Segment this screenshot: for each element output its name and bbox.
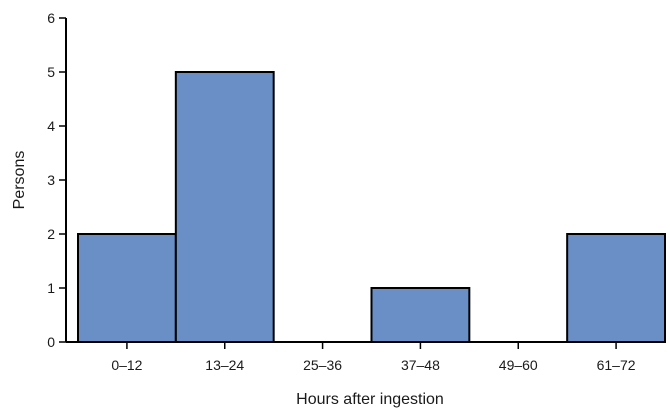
y-axis-ticks: 0 1 2 3 4 5 6 xyxy=(47,10,66,350)
y-tick-label: 3 xyxy=(47,172,55,188)
bar-0–12 xyxy=(77,233,177,343)
x-tick-label: 61–72 xyxy=(597,357,636,373)
bar-37–48 xyxy=(370,287,471,343)
bars-group xyxy=(77,71,667,343)
y-axis-title: Persons xyxy=(11,151,28,210)
y-tick-label: 5 xyxy=(47,64,55,80)
y-tick-label: 2 xyxy=(47,226,55,242)
x-tick-label: 0–12 xyxy=(111,357,142,373)
bar-13–24 xyxy=(174,71,275,343)
x-tick-label: 25–36 xyxy=(303,357,342,373)
y-tick-label: 1 xyxy=(47,280,55,296)
x-axis-ticks: 0–12 13–24 25–36 37–48 49–60 61–72 xyxy=(111,342,636,373)
bar-61–72 xyxy=(566,233,667,343)
y-tick-label: 0 xyxy=(47,334,55,350)
x-tick-label: 37–48 xyxy=(401,357,440,373)
y-tick-label: 4 xyxy=(47,118,55,134)
y-tick-label: 6 xyxy=(47,10,55,26)
x-tick-label: 13–24 xyxy=(205,357,244,373)
x-axis-title: Hours after ingestion xyxy=(296,391,444,408)
x-tick-label: 49–60 xyxy=(499,357,538,373)
